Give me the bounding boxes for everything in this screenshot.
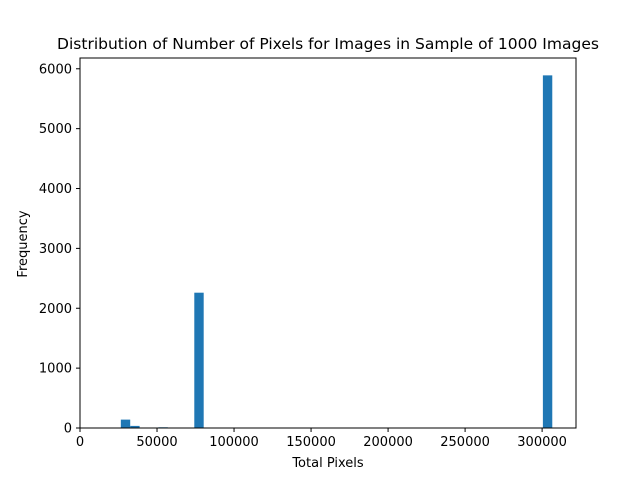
x-tick-label: 100000	[209, 435, 259, 450]
x-tick-label: 200000	[363, 435, 413, 450]
y-tick-label: 5000	[39, 122, 72, 137]
x-axis-ticks: 0 50000 100000 150000 200000 250000 300000	[76, 428, 567, 450]
chart-title: Distribution of Number of Pixels for Ima…	[57, 35, 599, 53]
y-axis-label: Frequency	[16, 210, 31, 277]
y-tick-label: 1000	[39, 362, 72, 377]
x-tick-label: 300000	[517, 435, 567, 450]
x-tick-label: 50000	[136, 435, 177, 450]
bars-group	[120, 75, 553, 428]
x-tick-label: 250000	[440, 435, 490, 450]
histogram-bar-4	[542, 75, 553, 428]
x-tick-label: 150000	[286, 435, 336, 450]
y-tick-label: 0	[64, 422, 72, 437]
plot-frame	[79, 57, 577, 429]
histogram-bar-3	[194, 292, 204, 428]
histogram-bar-1	[130, 425, 140, 428]
y-tick-label: 2000	[39, 302, 72, 317]
y-tick-label: 6000	[39, 62, 72, 77]
y-tick-label: 4000	[39, 182, 72, 197]
y-axis-ticks: 0 1000 2000 3000 4000 5000 6000	[39, 62, 80, 437]
histogram-bar-0	[120, 419, 131, 428]
y-tick-label: 3000	[39, 242, 72, 257]
x-axis-label: Total Pixels	[291, 456, 364, 471]
x-tick-label: 0	[76, 435, 84, 450]
